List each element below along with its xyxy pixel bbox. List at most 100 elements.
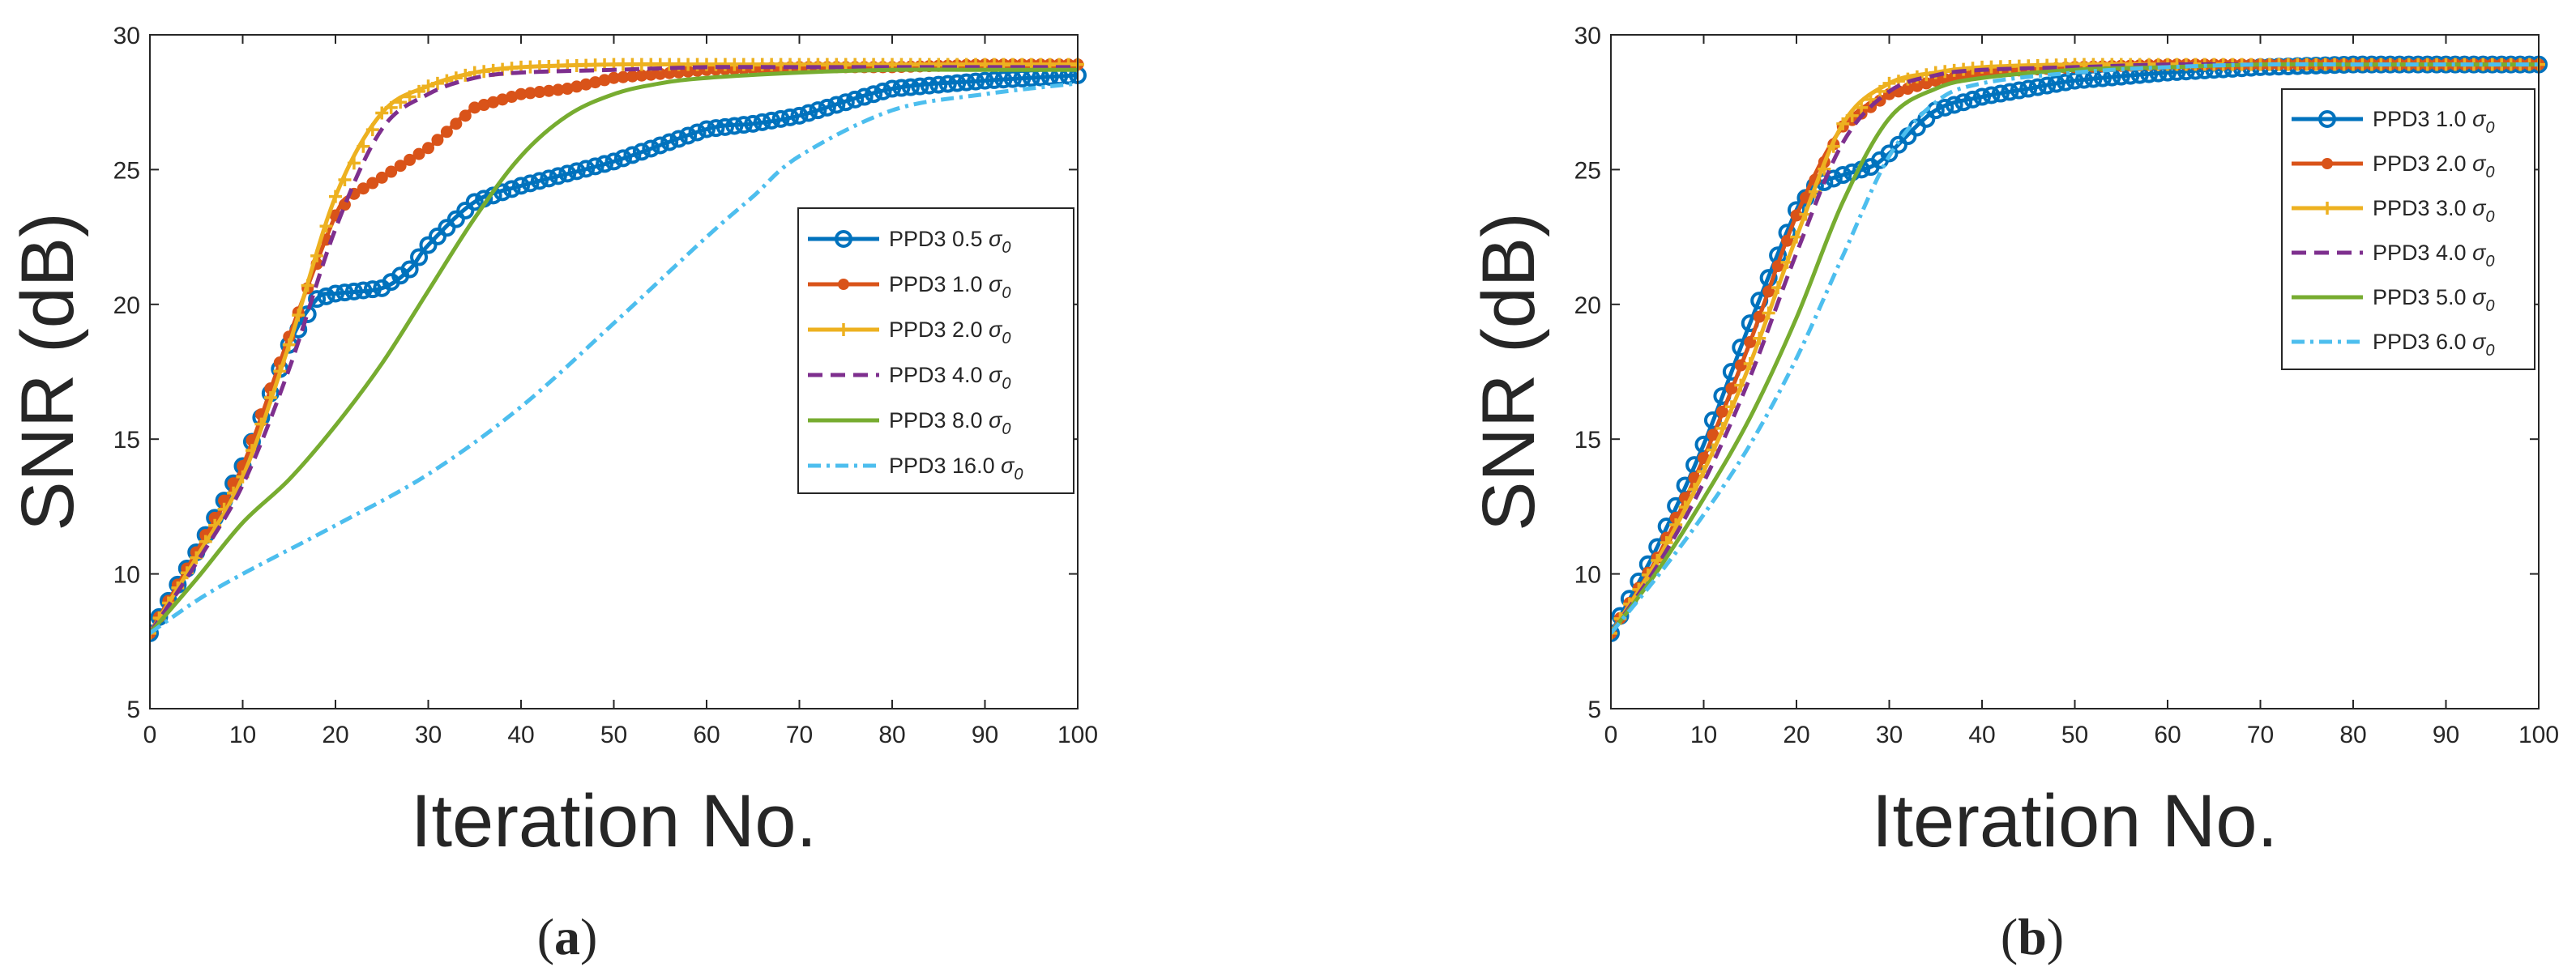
data-point — [596, 155, 614, 173]
data-point — [679, 126, 698, 145]
data-point — [2028, 78, 2047, 96]
data-point — [613, 149, 632, 168]
data-point — [459, 68, 472, 82]
data-point — [688, 123, 707, 142]
x-axis-label: Iteration No. — [1872, 780, 2278, 863]
data-point — [558, 164, 577, 183]
legend-marker — [837, 323, 850, 336]
data-point — [1936, 98, 1954, 117]
data-point — [698, 120, 716, 138]
data-point — [263, 390, 277, 404]
data-point — [938, 75, 957, 93]
x-tick-label: 0 — [1604, 722, 1618, 748]
data-point — [319, 219, 333, 233]
data-point — [327, 284, 344, 303]
x-tick-label: 90 — [2433, 722, 2459, 748]
data-point — [809, 101, 827, 120]
data-point — [2057, 73, 2075, 92]
legend-entry-label: PPD3 2.0 σ0 — [2373, 151, 2495, 181]
y-axis-label: SNR (dB) — [1467, 212, 1550, 531]
data-point — [865, 85, 883, 104]
data-point — [329, 190, 342, 203]
data-point — [892, 79, 911, 97]
data-point — [790, 106, 809, 125]
data-point — [1882, 76, 1896, 90]
data-point — [450, 117, 463, 130]
data-point — [836, 93, 855, 112]
data-point — [150, 624, 159, 642]
data-point — [347, 156, 361, 170]
data-point — [410, 248, 429, 266]
y-tick-label: 10 — [1574, 562, 1601, 589]
x-tick-label: 30 — [1876, 722, 1903, 748]
y-tick-label: 10 — [113, 562, 140, 589]
x-tick-label: 40 — [507, 722, 534, 748]
data-point — [901, 78, 920, 96]
data-point — [1982, 86, 2001, 104]
x-tick-label: 50 — [600, 722, 627, 748]
data-point — [883, 79, 901, 98]
data-point — [1818, 162, 1831, 176]
data-point — [1945, 96, 1963, 114]
data-point — [1762, 306, 1775, 320]
data-point — [929, 75, 948, 94]
data-point — [985, 70, 1003, 89]
data-point — [292, 309, 305, 322]
data-point — [1611, 624, 1620, 642]
data-point — [781, 108, 800, 126]
series-line — [150, 67, 1078, 635]
data-point — [1669, 518, 1683, 532]
y-tick-label: 20 — [113, 292, 140, 319]
data-point — [567, 162, 586, 181]
data-point — [404, 153, 417, 166]
data-point — [365, 123, 379, 137]
series-ppd3-6-0 — [1611, 62, 2539, 635]
data-point — [484, 186, 502, 205]
x-tick-label: 100 — [1057, 722, 1098, 748]
data-point — [344, 282, 363, 300]
legend-entry-label: PPD3 1.0 σ0 — [889, 272, 1011, 302]
x-tick-label: 10 — [229, 722, 256, 748]
data-point — [366, 177, 379, 190]
x-tick-label: 20 — [1783, 722, 1809, 748]
data-point — [335, 283, 354, 302]
x-tick-label: 20 — [322, 722, 348, 748]
series-ppd3-16-0 — [150, 81, 1079, 635]
data-point — [2001, 83, 2019, 101]
data-point — [363, 280, 382, 299]
data-point — [403, 90, 417, 104]
data-point — [1734, 359, 1747, 372]
data-point — [2047, 75, 2065, 93]
legend-marker — [2322, 158, 2333, 169]
data-point — [967, 72, 985, 91]
data-point — [623, 146, 642, 164]
data-point — [1973, 87, 1991, 106]
data-point — [1611, 626, 1617, 640]
data-point — [1855, 100, 1869, 114]
data-point — [707, 119, 725, 138]
data-point — [394, 96, 408, 109]
series-ppd3-8-0 — [150, 67, 1078, 635]
legend-entry-label: PPD3 5.0 σ0 — [2373, 285, 2495, 315]
y-tick-label: 20 — [1574, 292, 1601, 319]
data-point — [431, 134, 444, 147]
y-tick-label: 30 — [1574, 23, 1601, 49]
y-tick-label: 15 — [1574, 427, 1601, 454]
data-point — [465, 193, 484, 211]
data-point — [1834, 166, 1852, 185]
data-point — [357, 182, 370, 195]
legend-entry-label: PPD3 4.0 σ0 — [2373, 241, 2495, 271]
x-axis-label: Iteration No. — [411, 780, 817, 863]
data-point — [512, 177, 530, 195]
legend: PPD3 1.0 σ0 PPD3 2.0 σ0 PPD3 3.0 σ0 PPD3 4.… — [2281, 88, 2535, 370]
x-tick-label: 60 — [2154, 722, 2181, 748]
data-point — [273, 364, 287, 378]
data-point — [421, 79, 435, 93]
legend-marker — [2318, 110, 2336, 128]
data-point — [651, 136, 669, 155]
data-point — [2038, 76, 2057, 95]
data-point — [1991, 84, 2010, 103]
x-tick-label: 10 — [1690, 722, 1717, 748]
data-point — [384, 100, 398, 114]
data-point — [771, 109, 790, 128]
